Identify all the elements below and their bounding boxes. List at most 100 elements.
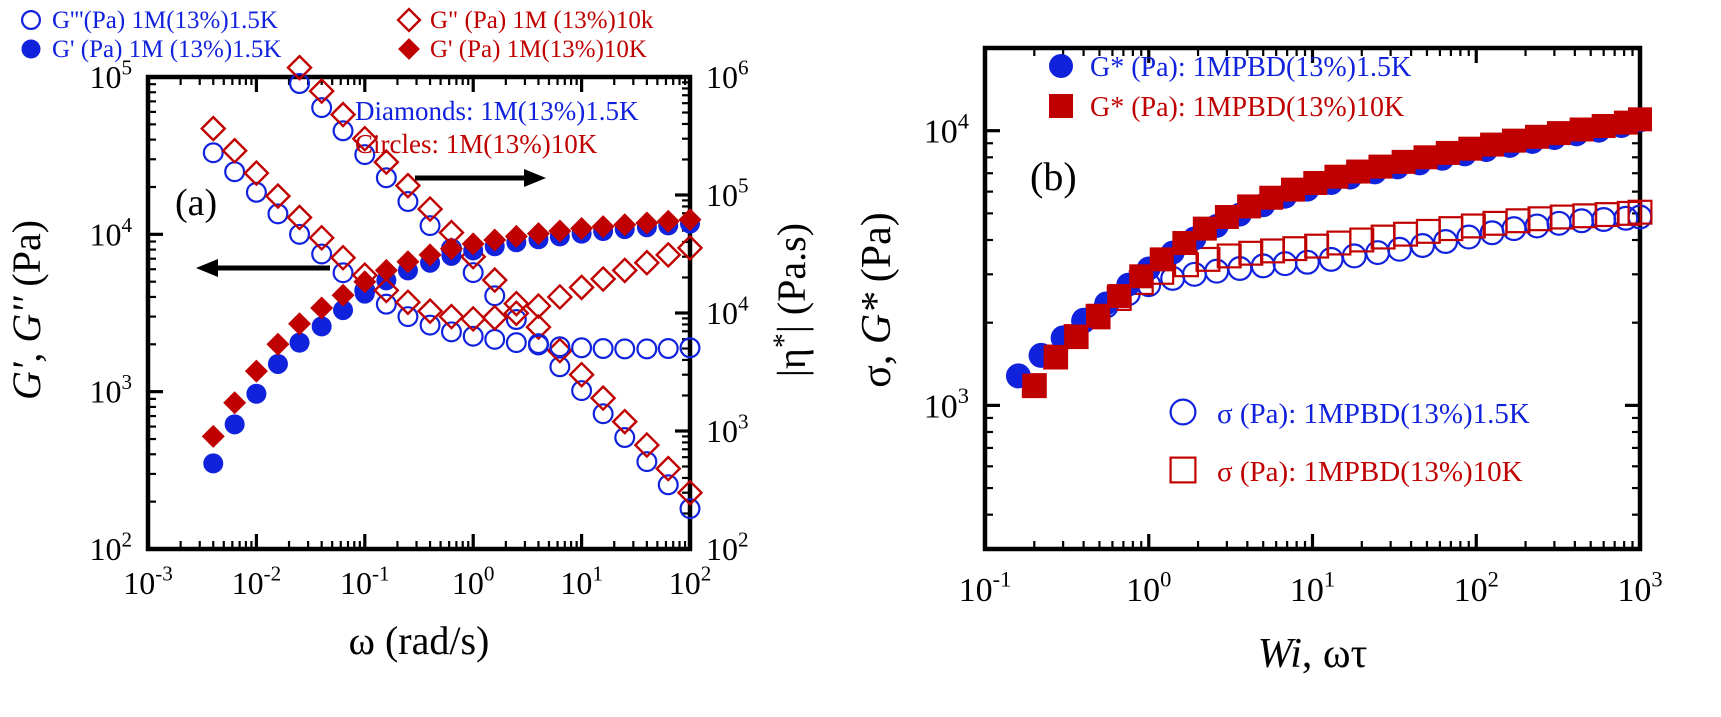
panel-b-xtick-label: 100 <box>1126 567 1171 609</box>
data-point <box>1181 261 1207 287</box>
data-point <box>1238 240 1264 266</box>
legend-item-3[interactable]: G' (Pa) 1M(13%)10K <box>398 36 647 63</box>
data-point <box>461 232 485 256</box>
panel-a-label: (a) <box>175 182 217 224</box>
panel-a-xtick-label: 101 <box>560 562 603 601</box>
panel-a-y2tick-label: 106 <box>706 56 749 95</box>
panel-b-label: (b) <box>1030 154 1077 199</box>
data-point <box>549 336 571 358</box>
data-point <box>203 453 224 474</box>
data-point <box>611 408 638 435</box>
data-point <box>329 244 357 271</box>
data-point <box>1341 243 1367 269</box>
data-point <box>676 479 704 506</box>
open-square-icon <box>1169 456 1197 484</box>
legend-label: G* (Pa): 1MPBD(13%)1.5K <box>1090 52 1411 83</box>
panel-a: G'''(Pa) 1M(13%)1.5KG' (Pa) 1M (13%)1.5K… <box>4 7 814 663</box>
legend-item-top-0[interactable]: G* (Pa): 1MPBD(13%)1.5K <box>1049 52 1411 83</box>
panel-a-y2tick-label: 103 <box>706 410 749 449</box>
data-point <box>1280 177 1305 202</box>
panel-a-ylabel: G', G'' (Pa) <box>4 220 49 400</box>
annotation-1: Circles: 1M(13%)10K <box>355 129 598 159</box>
data-point <box>311 97 333 119</box>
data-point <box>374 258 398 282</box>
data-point <box>1458 136 1483 161</box>
legend-item-1[interactable]: G' (Pa) 1M (13%)1.5K <box>21 36 282 63</box>
data-point <box>505 332 527 354</box>
data-point <box>462 262 484 284</box>
series-1 <box>1022 107 1652 398</box>
legend-item-top-1[interactable]: G* (Pa): 1MPBD(13%)10K <box>1049 92 1404 123</box>
data-point <box>394 172 422 199</box>
legend-item-0[interactable]: G'''(Pa) 1M(13%)1.5K <box>21 7 278 34</box>
data-point <box>1324 164 1349 189</box>
data-point <box>655 241 682 269</box>
data-point <box>311 316 332 337</box>
panel-b-xtick-label: 101 <box>1290 567 1335 609</box>
svg-text:100: 100 <box>452 562 495 601</box>
data-point <box>1349 227 1375 253</box>
data-point <box>1391 149 1416 174</box>
series-2 <box>201 208 702 448</box>
data-point <box>308 77 335 105</box>
panel-a-legend: G'''(Pa) 1M(13%)1.5KG' (Pa) 1M (13%)1.5K… <box>21 7 654 63</box>
data-point <box>1216 243 1242 269</box>
data-point <box>244 359 268 383</box>
legend-label: σ (Pa): 1MPBD(13%)1.5K <box>1217 398 1530 430</box>
data-point <box>504 224 528 248</box>
annotation-0: Diamonds: 1M(13%)1.5K <box>355 96 639 126</box>
data-point <box>373 277 400 304</box>
data-point <box>419 314 441 336</box>
panel-b-ticks <box>983 46 1642 551</box>
data-point <box>1272 251 1298 277</box>
data-point <box>655 455 682 482</box>
data-point <box>462 325 484 347</box>
open-circle-icon <box>1169 398 1197 426</box>
data-point <box>329 101 357 128</box>
data-point <box>354 144 376 166</box>
data-point <box>636 338 658 360</box>
data-point <box>505 309 527 331</box>
data-point <box>1365 240 1391 266</box>
svg-text:10-3: 10-3 <box>123 562 173 601</box>
data-point <box>1525 124 1550 149</box>
svg-text:10-1: 10-1 <box>340 562 390 601</box>
svg-text:105: 105 <box>89 56 132 95</box>
data-point <box>633 249 661 276</box>
data-point <box>1064 324 1089 349</box>
data-point <box>484 328 506 350</box>
data-point <box>1022 373 1047 398</box>
svg-text:10-1: 10-1 <box>959 567 1012 609</box>
data-point <box>679 498 701 520</box>
svg-text:104: 104 <box>706 292 749 331</box>
data-point <box>1501 128 1526 153</box>
data-point <box>481 266 508 294</box>
data-point <box>224 161 246 183</box>
legend-item-bottom-0[interactable]: σ (Pa): 1MPBD(13%)1.5K <box>1169 398 1530 430</box>
data-point <box>223 391 247 415</box>
data-point <box>416 297 444 325</box>
data-point <box>1237 194 1262 219</box>
panel-a-xtick-label: 10-1 <box>340 562 390 601</box>
legend-item-2[interactable]: G" (Pa) 1M (13%)10k <box>396 7 654 34</box>
data-point <box>1318 246 1344 272</box>
data-point <box>416 195 444 223</box>
left-axis-arrow <box>196 259 330 277</box>
data-point <box>201 424 225 448</box>
data-point <box>221 137 248 164</box>
data-point <box>1346 159 1371 184</box>
data-point <box>1413 145 1438 170</box>
panel-b-data <box>1005 107 1653 399</box>
data-point <box>592 403 614 425</box>
panel-b-xtick-label: 10-1 <box>959 567 1012 609</box>
legend-label: G' (Pa) 1M(13%)10K <box>430 36 647 63</box>
legend-item-bottom-1[interactable]: σ (Pa): 1MPBD(13%)10K <box>1169 456 1523 488</box>
data-point <box>484 285 506 307</box>
data-point <box>200 115 227 142</box>
data-point <box>331 283 355 307</box>
data-point <box>525 313 552 341</box>
data-point <box>503 290 530 317</box>
data-point <box>679 337 701 359</box>
data-point <box>289 73 311 95</box>
data-point <box>1303 170 1328 195</box>
